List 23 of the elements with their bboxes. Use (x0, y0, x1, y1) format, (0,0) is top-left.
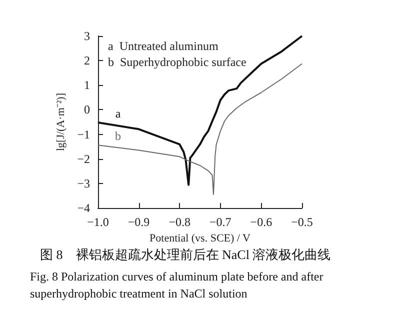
x-tick-label: −1.0 (87, 215, 109, 229)
x-tick-label: −0.7 (210, 215, 232, 229)
x-tick-label: −0.5 (291, 215, 313, 229)
line-series (97, 35, 303, 186)
x-tick-label: −0.8 (168, 215, 190, 229)
y-tick-label: −2 (77, 152, 90, 166)
y-tick-label: −4 (77, 201, 90, 215)
text: 图 8 裸铝板超疏水处理前后在 NaCl 溶液极化曲线 (40, 247, 331, 262)
y-axis-title: lg[J/(A·m⁻²)] (54, 92, 67, 152)
y-tick-label: 2 (84, 54, 90, 68)
y-tick-label: −3 (77, 176, 90, 190)
series-label: b (115, 129, 121, 144)
x-axis-title: Potential (vs. SCE) / V (150, 232, 251, 244)
x-tick-label: −0.9 (128, 215, 150, 229)
text: Fig. 8 Polarization curves of aluminum plate before and after superhydrophobic treatment in NaCl solution (30, 270, 326, 300)
annotation: b Superhydrophobic surface (108, 55, 246, 69)
y-tick-label: 0 (84, 102, 90, 117)
x-tick-label: −0.6 (250, 215, 272, 229)
y-tick-label: 3 (84, 29, 90, 43)
y-tick-label: −1 (77, 127, 90, 142)
series-label: a (115, 106, 122, 120)
annotation: a Untreated aluminum (108, 39, 219, 53)
y-tick-label: 1 (84, 78, 90, 92)
